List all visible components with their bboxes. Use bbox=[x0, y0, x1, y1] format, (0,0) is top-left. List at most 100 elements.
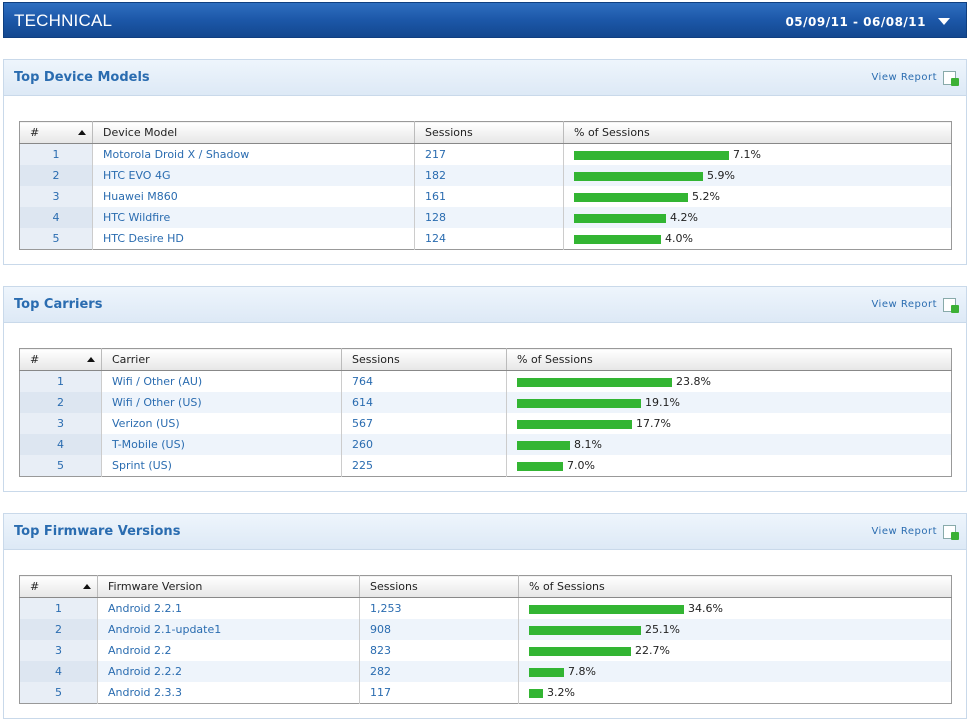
column-header-pct[interactable]: % of Sessions bbox=[506, 348, 952, 371]
firmware-versions-table: # Firmware Version Sessions % of Session… bbox=[19, 575, 952, 704]
row-name-link[interactable]: Android 2.2.1 bbox=[97, 597, 360, 619]
row-pct-cell: 3.2% bbox=[518, 682, 952, 704]
panel-top-carriers: Top Carriers View Report # Carrier Sessi… bbox=[3, 286, 967, 492]
row-name-link[interactable]: HTC Desire HD bbox=[92, 228, 415, 250]
column-header-pct[interactable]: % of Sessions bbox=[518, 575, 952, 598]
chevron-down-icon[interactable] bbox=[938, 18, 950, 25]
pct-label: 23.8% bbox=[676, 375, 711, 388]
table-row[interactable]: 3 Verizon (US) 567 17.7% bbox=[19, 413, 952, 434]
row-name-link[interactable]: Sprint (US) bbox=[101, 455, 342, 477]
row-pct-cell: 4.2% bbox=[563, 207, 952, 228]
row-name-link[interactable]: Motorola Droid X / Shadow bbox=[92, 143, 415, 165]
table-row[interactable]: 3 Android 2.2 823 22.7% bbox=[19, 640, 952, 661]
table-row[interactable]: 4 Android 2.2.2 282 7.8% bbox=[19, 661, 952, 682]
row-sessions-link[interactable]: 161 bbox=[414, 186, 564, 207]
row-pct-cell: 17.7% bbox=[506, 413, 952, 434]
column-header-rank[interactable]: # bbox=[19, 348, 102, 371]
table-row[interactable]: 1 Motorola Droid X / Shadow 217 7.1% bbox=[19, 143, 952, 165]
table-row[interactable]: 1 Wifi / Other (AU) 764 23.8% bbox=[19, 370, 952, 392]
row-sessions-link[interactable]: 908 bbox=[359, 619, 519, 640]
pct-bar bbox=[574, 213, 666, 223]
column-header-name[interactable]: Firmware Version bbox=[97, 575, 360, 598]
table-header-row: # Device Model Sessions % of Sessions bbox=[19, 121, 952, 144]
row-rank: 5 bbox=[19, 228, 93, 250]
row-name-link[interactable]: HTC Wildfire bbox=[92, 207, 415, 228]
row-sessions-link[interactable]: 614 bbox=[341, 392, 507, 413]
column-header-name[interactable]: Carrier bbox=[101, 348, 342, 371]
table-row[interactable]: 2 Android 2.1-update1 908 25.1% bbox=[19, 619, 952, 640]
row-name-link[interactable]: Verizon (US) bbox=[101, 413, 342, 434]
row-name-link[interactable]: Android 2.2.2 bbox=[97, 661, 360, 682]
table-row[interactable]: 4 T-Mobile (US) 260 8.1% bbox=[19, 434, 952, 455]
row-sessions-link[interactable]: 764 bbox=[341, 370, 507, 392]
table-row[interactable]: 5 Sprint (US) 225 7.0% bbox=[19, 455, 952, 477]
row-sessions-link[interactable]: 225 bbox=[341, 455, 507, 477]
column-header-rank[interactable]: # bbox=[19, 575, 98, 598]
table-row[interactable]: 4 HTC Wildfire 128 4.2% bbox=[19, 207, 952, 228]
pct-bar bbox=[517, 377, 672, 387]
column-header-sessions[interactable]: Sessions bbox=[414, 121, 564, 144]
pct-label: 25.1% bbox=[645, 623, 680, 636]
table-row[interactable]: 3 Huawei M860 161 5.2% bbox=[19, 186, 952, 207]
row-name-link[interactable]: Huawei M860 bbox=[92, 186, 415, 207]
report-export-icon[interactable] bbox=[943, 71, 959, 86]
table-row[interactable]: 5 HTC Desire HD 124 4.0% bbox=[19, 228, 952, 250]
row-name-link[interactable]: Wifi / Other (US) bbox=[101, 392, 342, 413]
row-name-link[interactable]: T-Mobile (US) bbox=[101, 434, 342, 455]
row-sessions-link[interactable]: 282 bbox=[359, 661, 519, 682]
row-pct-cell: 23.8% bbox=[506, 370, 952, 392]
column-header-sessions[interactable]: Sessions bbox=[359, 575, 519, 598]
row-sessions-link[interactable]: 117 bbox=[359, 682, 519, 704]
row-rank: 5 bbox=[19, 455, 102, 477]
row-sessions-link[interactable]: 124 bbox=[414, 228, 564, 250]
row-sessions-link[interactable]: 217 bbox=[414, 143, 564, 165]
view-report-link[interactable]: View Report bbox=[871, 299, 937, 310]
row-sessions-link[interactable]: 823 bbox=[359, 640, 519, 661]
row-sessions-link[interactable]: 128 bbox=[414, 207, 564, 228]
view-report-link[interactable]: View Report bbox=[871, 526, 937, 537]
sort-ascending-icon bbox=[78, 130, 86, 135]
row-name-link[interactable]: Android 2.3.3 bbox=[97, 682, 360, 704]
date-range-selector[interactable]: 05/09/11 - 06/08/11 bbox=[785, 15, 926, 29]
pct-label: 17.7% bbox=[636, 417, 671, 430]
row-pct-cell: 34.6% bbox=[518, 597, 952, 619]
column-header-rank[interactable]: # bbox=[19, 121, 93, 144]
pct-label: 4.0% bbox=[665, 232, 693, 245]
row-rank: 5 bbox=[19, 682, 98, 704]
pct-label: 5.2% bbox=[692, 190, 720, 203]
table-row[interactable]: 2 Wifi / Other (US) 614 19.1% bbox=[19, 392, 952, 413]
table-header-row: # Carrier Sessions % of Sessions bbox=[19, 348, 952, 371]
table-row[interactable]: 5 Android 2.3.3 117 3.2% bbox=[19, 682, 952, 704]
panel-header: Top Firmware Versions View Report bbox=[4, 514, 966, 550]
row-sessions-link[interactable]: 1,253 bbox=[359, 597, 519, 619]
table-row[interactable]: 1 Android 2.2.1 1,253 34.6% bbox=[19, 597, 952, 619]
row-rank: 2 bbox=[19, 619, 98, 640]
section-header: TECHNICAL 05/09/11 - 06/08/11 bbox=[3, 2, 967, 38]
pct-bar bbox=[574, 150, 729, 160]
column-header-sessions[interactable]: Sessions bbox=[341, 348, 507, 371]
row-sessions-link[interactable]: 260 bbox=[341, 434, 507, 455]
carriers-table: # Carrier Sessions % of Sessions 1 Wifi /… bbox=[19, 348, 952, 477]
row-rank: 1 bbox=[19, 597, 98, 619]
pct-bar bbox=[517, 398, 641, 408]
view-report-link[interactable]: View Report bbox=[871, 72, 937, 83]
pct-label: 3.2% bbox=[547, 686, 575, 699]
row-pct-cell: 4.0% bbox=[563, 228, 952, 250]
row-name-link[interactable]: Android 2.2 bbox=[97, 640, 360, 661]
column-header-name[interactable]: Device Model bbox=[92, 121, 415, 144]
pct-label: 7.8% bbox=[568, 665, 596, 678]
panel-title: Top Device Models bbox=[14, 70, 150, 85]
row-name-link[interactable]: Android 2.1-update1 bbox=[97, 619, 360, 640]
row-rank: 2 bbox=[19, 165, 93, 186]
table-row[interactable]: 2 HTC EVO 4G 182 5.9% bbox=[19, 165, 952, 186]
column-header-pct[interactable]: % of Sessions bbox=[563, 121, 952, 144]
sort-ascending-icon bbox=[83, 584, 91, 589]
row-rank: 3 bbox=[19, 640, 98, 661]
row-name-link[interactable]: Wifi / Other (AU) bbox=[101, 370, 342, 392]
row-sessions-link[interactable]: 182 bbox=[414, 165, 564, 186]
row-name-link[interactable]: HTC EVO 4G bbox=[92, 165, 415, 186]
row-sessions-link[interactable]: 567 bbox=[341, 413, 507, 434]
pct-bar bbox=[517, 419, 632, 429]
report-export-icon[interactable] bbox=[943, 525, 959, 540]
report-export-icon[interactable] bbox=[943, 298, 959, 313]
